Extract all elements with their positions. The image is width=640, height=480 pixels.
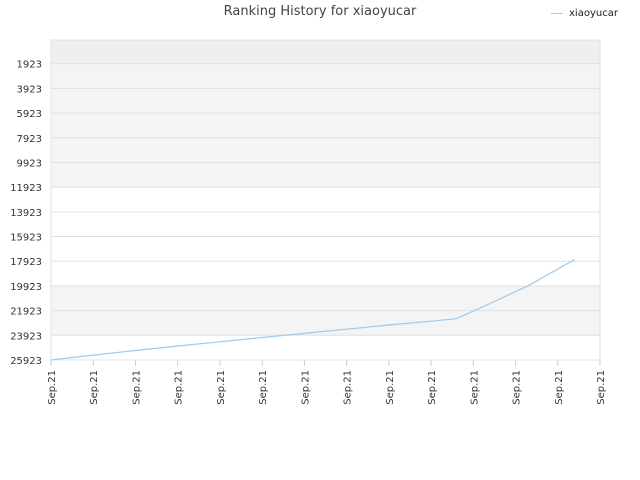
series-line-xiaoyucar [50,258,575,361]
y-tick-label: 17923 [10,257,42,268]
y-tick-label: 23923 [10,331,42,342]
x-tick-label: Sep.21 [469,370,480,405]
legend: xiaoyucar [551,8,618,19]
x-tick-label: Sep.21 [216,370,227,405]
x-tick-label: Sep.21 [174,370,185,405]
y-tick-label: 19923 [10,282,42,293]
y-tick-label: 9923 [17,158,42,169]
y-tick-label: 25923 [10,356,42,367]
x-tick-label: Sep.21 [554,370,565,405]
legend-label: xiaoyucar [569,8,618,19]
grid-band [51,236,600,262]
grid-band [51,162,600,188]
grid-band [51,285,600,311]
y-tick-label: 21923 [10,307,42,318]
x-tick-label: Sep.21 [512,370,523,405]
chart-title: Ranking History for xiaoyucar [223,4,417,19]
grid-band [51,137,600,163]
x-tick-label: Sep.21 [343,370,354,405]
grid-band [51,40,600,64]
x-tick-label: Sep.21 [427,370,438,405]
x-tick-label: Sep.21 [258,370,269,405]
x-tick-label: Sep.21 [596,370,607,405]
grid-band [51,211,600,237]
x-tick-label: Sep.21 [89,370,100,405]
x-tick-label: Sep.21 [300,370,311,405]
y-tick-label: 1923 [17,60,42,71]
y-tick-label: 13923 [10,208,42,219]
grid-band [51,335,600,360]
y-tick-label: 11923 [10,183,42,194]
plot-frame [50,39,601,361]
x-tick-label: Sep.21 [131,370,142,405]
grid-band [51,113,600,138]
legend-swatch [551,13,563,14]
y-tick-label: 3923 [17,84,42,95]
grid-band [51,63,600,89]
grid-band [51,261,600,286]
y-tick-label: 7923 [17,134,42,145]
grid-band [51,88,600,114]
y-tick-label: 15923 [10,233,42,244]
y-tick-label: 5923 [17,109,42,120]
x-tick-label: Sep.21 [385,370,396,405]
x-tick-label: Sep.21 [47,370,58,405]
grid-band [51,187,600,212]
